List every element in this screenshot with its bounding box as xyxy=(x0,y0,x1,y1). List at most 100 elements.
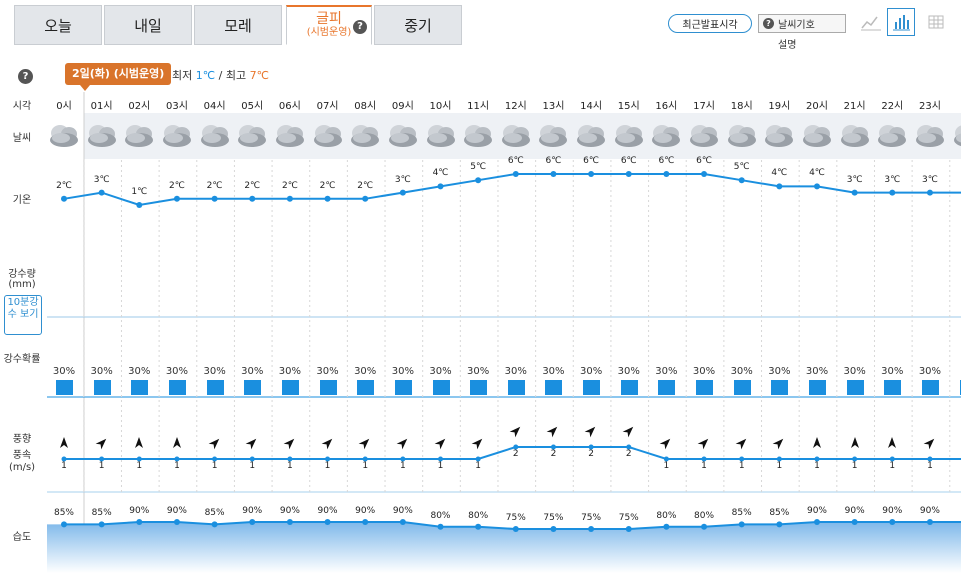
precip-prob-label: 30% xyxy=(429,366,452,377)
humidity-point xyxy=(437,523,444,530)
humidity-line xyxy=(64,521,961,531)
hour-label: 16시 xyxy=(655,101,678,112)
cloudy-icon xyxy=(198,121,232,152)
line-graph-svg xyxy=(861,16,881,31)
humidity-label: 90% xyxy=(392,506,413,516)
min-max-separator: / xyxy=(218,69,223,82)
humidity-point xyxy=(512,526,519,533)
temperature-point xyxy=(437,183,444,190)
cloudy-icon xyxy=(612,121,646,152)
hour-label: 0 xyxy=(953,97,961,108)
weather-legend-button[interactable]: ? 날씨기호 xyxy=(758,14,846,33)
humidity-point xyxy=(324,519,331,525)
date-badge-pointer xyxy=(80,85,90,91)
humidity-point xyxy=(286,519,293,525)
rain-10min-button[interactable]: 10분강수 보기 xyxy=(4,295,42,335)
cloudy-icon xyxy=(424,121,458,152)
temperature-point xyxy=(211,195,218,202)
precip-prob-bar xyxy=(206,380,224,395)
precip-prob-label: 30% xyxy=(843,366,866,377)
line-graph-icon[interactable] xyxy=(857,8,885,36)
wind-speed-label: 2 xyxy=(588,449,594,459)
temperature-label: 3 xyxy=(953,175,961,185)
precip-prob-label: 30% xyxy=(768,366,791,377)
wind-direction-arrow-icon xyxy=(546,424,560,438)
cloudy-icon xyxy=(122,121,156,152)
bar-graph-icon[interactable] xyxy=(887,8,915,36)
cloudy-icon xyxy=(649,121,683,152)
humidity-point xyxy=(173,519,180,525)
wind-direction-arrow-icon xyxy=(95,436,109,450)
latest-release-button[interactable]: 최근발표시각 xyxy=(668,14,752,33)
precip-prob-bar xyxy=(470,380,488,395)
wind-speed-label: 2 xyxy=(550,449,557,459)
precip-prob-bar xyxy=(168,380,186,395)
cloudy-icon xyxy=(725,121,759,152)
info-icon: ? xyxy=(763,18,774,29)
wind-speed-label: 1 xyxy=(324,461,331,471)
temperature-point xyxy=(61,195,67,202)
hour-label: 12시 xyxy=(504,101,527,112)
wind-direction-arrow-icon xyxy=(810,436,824,450)
humidity-point xyxy=(814,519,820,525)
summary-help-icon[interactable]: ? xyxy=(18,69,33,84)
temperature-label: 5℃ xyxy=(470,162,487,173)
min-label: 최저 xyxy=(172,69,193,82)
humidity-point xyxy=(550,526,557,533)
temperature-point xyxy=(814,183,820,190)
hour-label: 11시 xyxy=(467,101,490,112)
weather-legend-sub: 설명 xyxy=(778,40,797,51)
row-label-wind-unit: (m/s) xyxy=(8,462,36,473)
temperature-label: 6℃ xyxy=(658,156,675,166)
hour-label: 19시 xyxy=(768,101,791,112)
precip-prob-label: 30% xyxy=(203,366,226,377)
min-value: 1℃ xyxy=(195,69,216,82)
humidity-label: 90% xyxy=(882,506,903,516)
humidity-label: 90% xyxy=(166,506,187,516)
wind-speed-label: 1 xyxy=(437,461,444,471)
humidity-label: 90% xyxy=(919,506,940,516)
temperature-line xyxy=(63,173,961,207)
precip-prob-label: 30% xyxy=(354,366,377,377)
temperature-label: 3℃ xyxy=(846,174,863,185)
humidity-point xyxy=(738,521,745,528)
wind-direction-arrow-icon xyxy=(471,436,485,450)
table-icon[interactable] xyxy=(922,8,950,36)
wind-direction-arrow-icon xyxy=(584,424,598,438)
hour-label: 08시 xyxy=(354,101,377,112)
tab-midterm[interactable]: 중기 xyxy=(374,5,462,45)
precip-prob-label: 30% xyxy=(52,366,76,377)
temperature-label: 2℃ xyxy=(206,180,223,191)
precip-prob-bar xyxy=(959,380,961,395)
cloudy-icon xyxy=(386,121,420,152)
help-icon[interactable]: ? xyxy=(353,20,367,34)
temperature-point xyxy=(588,171,595,177)
max-value: 7℃ xyxy=(249,69,269,82)
humidity-point xyxy=(889,519,896,525)
wind-speed-label: 1 xyxy=(889,461,896,471)
temperature-label: 2℃ xyxy=(56,180,72,191)
temperature-point xyxy=(512,171,519,177)
wind-speed-label: 1 xyxy=(814,461,820,471)
precip-prob-bar xyxy=(846,380,864,395)
temperature-point xyxy=(98,189,105,196)
cloudy-icon xyxy=(951,121,961,152)
temperature-point xyxy=(663,171,670,177)
tab-tomorrow[interactable]: 내일 xyxy=(104,5,192,45)
precip-prob-label: 30% xyxy=(692,366,716,377)
tab-day-after[interactable]: 모레 xyxy=(194,5,282,45)
humidity-point xyxy=(851,519,858,525)
wind-speed-label: 1 xyxy=(399,461,406,471)
wind-speed-label: 1 xyxy=(927,461,933,471)
temperature-label: 6℃ xyxy=(507,156,524,166)
cloudy-icon xyxy=(273,121,307,152)
temperature-label: 6℃ xyxy=(545,156,562,166)
precip-prob-label: 30% xyxy=(467,366,490,377)
wind-direction-arrow-icon xyxy=(434,436,448,450)
hour-label: 07시 xyxy=(316,101,339,112)
tab-today[interactable]: 오늘 xyxy=(14,5,102,45)
bar-graph-svg xyxy=(893,15,910,31)
tab-two-days-after[interactable]: 글피 (시범운영) ? xyxy=(286,5,372,45)
temperature-point xyxy=(286,195,293,202)
precip-prob-bar xyxy=(545,380,563,395)
